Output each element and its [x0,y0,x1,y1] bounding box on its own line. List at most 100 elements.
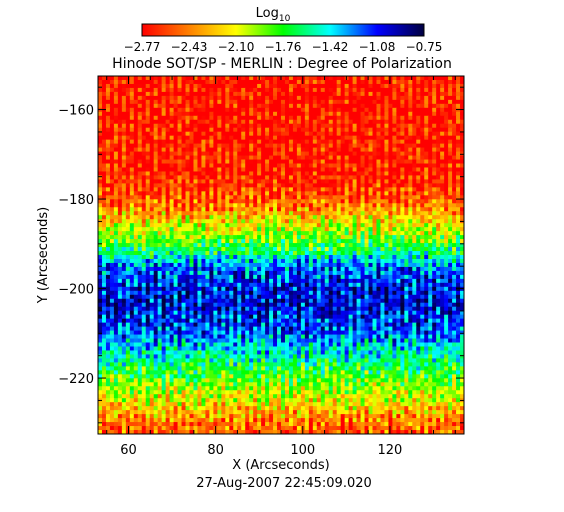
heatmap-cell [233,243,238,248]
heatmap-cell [105,79,111,85]
heatmap-cell [424,278,429,284]
heatmap-cell [165,131,171,137]
heatmap-cell [360,219,366,224]
heatmap-cell [197,286,203,292]
heatmap-cell [241,147,246,153]
heatmap-cell [312,286,318,292]
heatmap-cell [265,191,270,196]
heatmap-cell [185,76,191,81]
heatmap-cell [440,87,445,93]
heatmap-cell [444,151,449,157]
heatmap-cell [233,115,238,121]
heatmap-cell [205,266,210,272]
heatmap-cell [98,203,103,208]
heatmap-cell [177,258,183,264]
heatmap-cell [392,278,397,284]
heatmap-cell [129,127,135,133]
heatmap-cell [101,231,107,236]
heatmap-cell [392,107,397,113]
heatmap-cell [209,282,214,288]
heatmap-cell [384,266,390,272]
heatmap-cell [169,99,175,105]
heatmap-cell [416,115,421,121]
heatmap-cell [336,211,342,216]
heatmap-cell [273,155,278,161]
heatmap-cell [340,87,346,93]
heatmap-cell [300,219,306,224]
heatmap-cell [257,87,262,93]
heatmap-cell [277,147,282,153]
heatmap-cell [205,135,210,141]
heatmap-cell [129,290,135,296]
heatmap-cell [233,135,238,141]
heatmap-cell [121,207,127,212]
heatmap-cell [288,187,294,192]
heatmap-cell [249,171,254,177]
heatmap-cell [209,95,214,101]
heatmap-cell [137,211,143,216]
heatmap-cell [281,183,286,188]
heatmap-cell [360,115,366,121]
heatmap-cell [261,199,266,204]
heatmap-cell [153,274,159,280]
heatmap-cell [281,79,286,85]
heatmap-cell [440,95,445,101]
heatmap-cell [249,111,254,117]
heatmap-cell [133,119,139,125]
heatmap-cell [448,258,453,264]
heatmap-cell [364,171,370,177]
heatmap-cell [153,266,159,272]
heatmap-cell [277,278,282,284]
heatmap-cell [157,131,163,137]
heatmap-cell [448,266,453,272]
heatmap-cell [105,111,111,117]
heatmap-cell [356,255,362,260]
heatmap-cell [161,91,167,97]
heatmap-cell [165,211,171,216]
heatmap-cell [388,207,393,212]
heatmap-cell [181,171,187,177]
heatmap-cell [109,171,115,177]
heatmap-cell [460,139,464,145]
heatmap-cell [296,243,302,248]
heatmap-cell [288,243,294,248]
heatmap-cell [420,195,425,200]
heatmap-cell [308,258,314,264]
heatmap-cell [368,243,374,248]
heatmap-cell [137,123,143,129]
heatmap-cell [284,215,290,220]
heatmap-cell [237,79,242,85]
heatmap-cell [380,195,386,200]
heatmap-cell [169,83,175,89]
heatmap-cell [416,203,421,208]
heatmap-cell [424,139,429,145]
heatmap-cell [328,274,334,280]
heatmap-cell [137,179,143,184]
heatmap-cell [424,274,429,280]
heatmap-cell [101,131,107,137]
heatmap-cell [233,278,238,284]
heatmap-cell [396,139,401,145]
heatmap-cell [412,211,417,216]
heatmap-cell [300,207,306,212]
heatmap-cell [380,247,386,252]
heatmap-cell [177,282,183,288]
heatmap-cell [372,219,378,224]
heatmap-cell [137,95,143,101]
heatmap-cell [237,87,242,93]
heatmap-cell [237,239,242,244]
heatmap-cell [221,274,226,280]
heatmap-cell [412,155,417,161]
heatmap-cell [316,183,322,188]
heatmap-cell [320,147,326,153]
heatmap-cell [113,231,119,236]
heatmap-cell [261,274,266,280]
heatmap-cell [344,171,350,177]
heatmap-cell [225,203,230,208]
heatmap-cell [205,179,210,184]
heatmap-cell [129,262,135,268]
heatmap-cell [281,127,286,133]
heatmap-cell [304,83,310,89]
heatmap-cell [312,211,318,216]
heatmap-cell [416,223,421,228]
